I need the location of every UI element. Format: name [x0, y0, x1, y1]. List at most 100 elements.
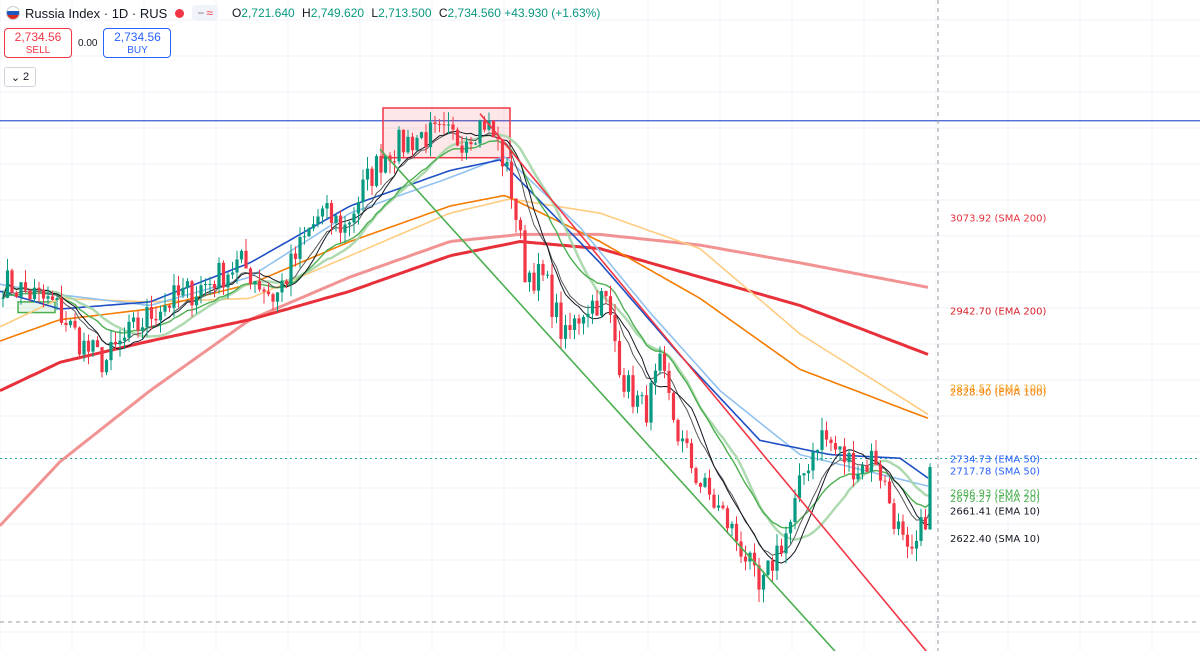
candle[interactable] — [28, 288, 32, 302]
red-trendline[interactable] — [479, 113, 940, 651]
candle[interactable] — [104, 358, 109, 376]
candle[interactable] — [86, 334, 91, 365]
candle[interactable] — [46, 286, 50, 304]
candle[interactable] — [748, 551, 752, 570]
candle[interactable] — [752, 543, 757, 577]
candle[interactable] — [563, 314, 568, 349]
candle[interactable] — [190, 279, 194, 318]
sma100-line[interactable] — [0, 198, 929, 415]
candle[interactable] — [532, 263, 536, 294]
ema50-line[interactable] — [0, 159, 929, 479]
candle[interactable] — [10, 268, 14, 294]
candle[interactable] — [419, 131, 424, 140]
sma10-line[interactable] — [2, 130, 931, 564]
candle[interactable] — [433, 115, 437, 133]
candle[interactable] — [172, 273, 176, 317]
candle[interactable] — [37, 281, 41, 303]
candle[interactable] — [905, 526, 910, 559]
candle[interactable] — [397, 126, 401, 164]
candle[interactable] — [455, 127, 460, 147]
candle[interactable] — [550, 263, 554, 329]
candle[interactable] — [631, 365, 635, 414]
candle[interactable] — [136, 311, 140, 338]
candle[interactable] — [784, 526, 788, 564]
candle[interactable] — [757, 557, 761, 602]
candle[interactable] — [860, 462, 865, 480]
candle[interactable] — [856, 465, 860, 482]
candle[interactable] — [590, 294, 595, 324]
candle[interactable] — [626, 370, 631, 399]
candle[interactable] — [595, 290, 599, 317]
candle[interactable] — [874, 440, 878, 466]
green-trendline[interactable] — [379, 148, 850, 651]
candle[interactable] — [842, 438, 847, 475]
candle[interactable] — [586, 305, 590, 328]
candle[interactable] — [221, 260, 226, 295]
candle[interactable] — [14, 291, 19, 298]
candle[interactable] — [334, 214, 338, 232]
candle[interactable] — [235, 250, 239, 284]
candle[interactable] — [869, 443, 874, 482]
candle[interactable] — [257, 269, 262, 292]
candle[interactable] — [914, 530, 919, 562]
candle[interactable] — [617, 330, 622, 378]
candle[interactable] — [374, 154, 379, 188]
candle[interactable] — [833, 435, 838, 456]
candle[interactable] — [838, 446, 842, 461]
candle[interactable] — [523, 224, 527, 283]
candle[interactable] — [649, 379, 653, 431]
candle[interactable] — [698, 482, 703, 493]
candle[interactable] — [338, 210, 343, 243]
candle[interactable] — [127, 314, 131, 343]
candle[interactable] — [370, 166, 374, 196]
candle[interactable] — [536, 252, 541, 302]
candle[interactable] — [118, 329, 122, 357]
candle[interactable] — [149, 295, 154, 330]
candle[interactable] — [289, 244, 293, 297]
candle[interactable] — [545, 270, 550, 279]
candle[interactable] — [527, 270, 532, 292]
candle[interactable] — [919, 508, 923, 547]
candle[interactable] — [158, 305, 163, 333]
candle[interactable] — [788, 519, 793, 544]
candle[interactable] — [635, 390, 640, 414]
candle[interactable] — [293, 246, 298, 267]
candle[interactable] — [541, 259, 545, 282]
candle[interactable] — [68, 319, 73, 328]
candle[interactable] — [446, 112, 451, 134]
candle[interactable] — [307, 227, 311, 237]
candle[interactable] — [689, 438, 694, 474]
candle[interactable] — [820, 417, 824, 461]
candle[interactable] — [464, 136, 469, 160]
candle[interactable] — [145, 298, 149, 337]
candle[interactable] — [721, 501, 725, 510]
indicator-visibility-pill[interactable]: − ≈ — [192, 5, 218, 21]
candle[interactable] — [401, 129, 406, 159]
candle[interactable] — [320, 205, 325, 225]
candle[interactable] — [383, 154, 388, 174]
candle[interactable] — [847, 449, 851, 472]
candle[interactable] — [802, 472, 806, 485]
candle[interactable] — [505, 157, 509, 172]
candle[interactable] — [581, 314, 586, 335]
candle[interactable] — [95, 336, 100, 348]
candle[interactable] — [23, 270, 28, 293]
candle[interactable] — [230, 261, 235, 279]
candle[interactable] — [244, 239, 248, 269]
candle[interactable] — [59, 285, 64, 325]
candle[interactable] — [199, 276, 203, 304]
candle[interactable] — [208, 276, 212, 296]
candle[interactable] — [82, 332, 86, 362]
candle[interactable] — [77, 326, 82, 359]
candle[interactable] — [680, 430, 685, 453]
candle[interactable] — [928, 463, 932, 530]
buy-button[interactable]: 2,734.56 BUY — [103, 28, 172, 58]
candle[interactable] — [424, 124, 428, 154]
candle[interactable] — [329, 199, 334, 235]
candle[interactable] — [811, 442, 815, 480]
candle[interactable] — [496, 126, 500, 151]
candle[interactable] — [415, 134, 419, 151]
candle[interactable] — [212, 280, 217, 298]
candle[interactable] — [406, 129, 410, 155]
